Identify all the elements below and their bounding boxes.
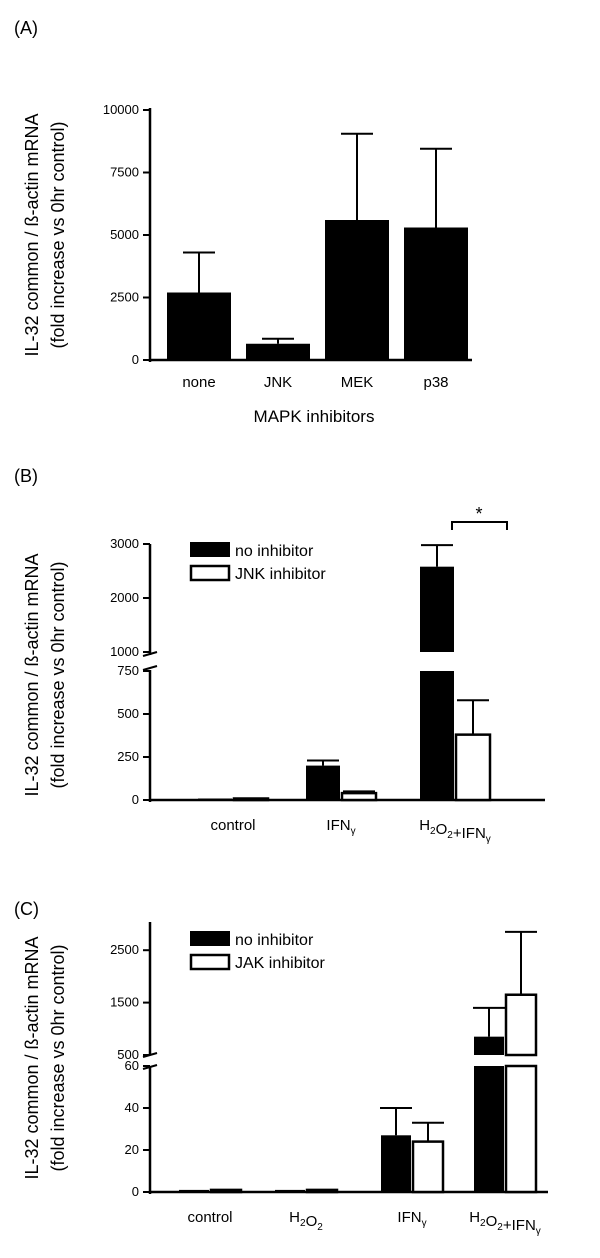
panel-b-bar-no-inhibitor-upper	[420, 566, 454, 652]
panel-b: (B) IL-32 common / ß-actin mRNA (fold in…	[14, 466, 545, 845]
panel-c-bar-no-inhibitor	[275, 1189, 305, 1192]
panel-b-legend-swatch-jnk-inhibitor	[189, 564, 231, 582]
panel-c-y-tick-label: 40	[125, 1100, 139, 1115]
panel-a-y-tick-label: 5000	[110, 227, 139, 242]
panel-a-category-label: MEK	[341, 374, 374, 391]
panel-c-y-tick-label: 60	[125, 1058, 139, 1073]
panel-b-y-tick-label: 250	[117, 749, 139, 764]
panel-b-y-tick-label: 3000	[110, 536, 139, 551]
panel-c-ylabel-line1: IL-32 common / ß-actin mRNA	[22, 936, 42, 1179]
panel-c-label: (C)	[14, 899, 39, 919]
panel-b-significance-star: *	[475, 504, 482, 524]
panel-a-category-label: JNK	[264, 374, 292, 391]
panel-c-category-label: control	[187, 1209, 232, 1226]
panel-a-ylabel-line1: IL-32 common / ß-actin mRNA	[22, 113, 42, 356]
panel-c-bar-inhibitor	[504, 1064, 538, 1194]
panel-a-category-label: p38	[423, 374, 448, 391]
panel-a-y-tick-label: 10000	[103, 102, 139, 117]
panel-c-category-label: IFNγ	[397, 1209, 426, 1229]
panel-c-bar-no-inhibitor	[179, 1189, 209, 1192]
panel-b-y-tick-label: 500	[117, 706, 139, 721]
panel-b-label: (B)	[14, 466, 38, 486]
panel-c-bar-inhibitor	[411, 1140, 445, 1194]
panel-b-category-label: IFNγ	[326, 817, 355, 837]
panel-a-y-tick-label: 7500	[110, 165, 139, 180]
panel-a-y-tick-label: 2500	[110, 290, 139, 305]
panel-c-bar-no-inhibitor	[474, 1066, 504, 1192]
panel-c-legend-swatch-jak-inhibitor	[189, 953, 231, 971]
panel-c-bar-no-inhibitor	[381, 1135, 411, 1192]
panel-a-bar-mek	[325, 220, 389, 360]
panel-b-ylabel-line1: IL-32 common / ß-actin mRNA	[22, 553, 42, 796]
panel-c-ylabel-line2: (fold increase vs 0hr control)	[48, 944, 68, 1171]
panel-a-category-label: none	[182, 374, 215, 391]
panel-a-label: (A)	[14, 18, 38, 38]
panel-c-bar-inhibitor	[209, 1188, 243, 1194]
panel-b-bar-inhibitor	[232, 797, 270, 802]
panel-c-category-label: H2O2	[289, 1209, 323, 1233]
panel-a-bar-p38	[404, 227, 468, 360]
panel-c-legend-label-no-inhibitor: no inhibitor	[235, 932, 314, 949]
panel-c-y-tick-label: 20	[125, 1142, 139, 1157]
panel-c-bar-inhibitor-upper	[504, 993, 538, 1057]
panel-c-y-tick-label: 2500	[110, 942, 139, 957]
panel-a-xlabel: MAPK inhibitors	[254, 407, 375, 426]
panel-b-y-tick-label: 2000	[110, 590, 139, 605]
panel-b-bar-no-inhibitor	[198, 798, 232, 800]
panel-b-bar-inhibitor	[454, 733, 492, 802]
panel-b-y-tick-label: 1000	[110, 644, 139, 659]
panel-a: (A) IL-32 common / ß-actin mRNA (fold in…	[14, 18, 472, 426]
panel-c-legend-label-jak-inhibitor: JAK inhibitor	[235, 955, 325, 972]
panel-b-legend-label-jnk-inhibitor: JNK inhibitor	[235, 566, 326, 583]
panel-b-legend-swatch-no-inhibitor	[190, 542, 230, 557]
panel-c-category-label: H2O2+IFNγ	[469, 1209, 541, 1237]
panel-a-ylabel-line2: (fold increase vs 0hr control)	[48, 121, 68, 348]
panel-c-bar-no-inhibitor-upper	[474, 1036, 504, 1055]
panel-b-ylabel-line2: (fold increase vs 0hr control)	[48, 561, 68, 788]
panel-b-bar-no-inhibitor	[306, 765, 340, 800]
panel-c-y-tick-label: 500	[117, 1047, 139, 1062]
panel-a-bar-jnk	[246, 343, 310, 360]
panel-a-y-tick-label: 0	[132, 352, 139, 367]
panel-b-bar-no-inhibitor	[420, 671, 454, 800]
panel-c-y-tick-label: 0	[132, 1184, 139, 1199]
panel-b-bar-inhibitor	[340, 791, 378, 802]
panel-b-category-label: control	[210, 817, 255, 834]
panel-b-significance-bracket	[451, 521, 508, 530]
panel-b-legend-label-no-inhibitor: no inhibitor	[235, 543, 314, 560]
panel-b-category-label: H2O2+IFNγ	[419, 817, 491, 845]
panel-b-y-tick-label: 0	[132, 792, 139, 807]
panel-c-legend-swatch-no-inhibitor	[190, 931, 230, 946]
panel-b-y-tick-label: 750	[117, 663, 139, 678]
panel-b-axis-break-mark	[142, 651, 158, 657]
panel-c-bar-inhibitor	[305, 1188, 339, 1194]
panel-c-y-tick-label: 1500	[110, 995, 139, 1010]
panel-c: (C) IL-32 common / ß-actin mRNA (fold in…	[14, 899, 548, 1237]
panel-a-bar-none	[167, 292, 231, 360]
panel-b-axis-break-mark	[142, 665, 158, 671]
